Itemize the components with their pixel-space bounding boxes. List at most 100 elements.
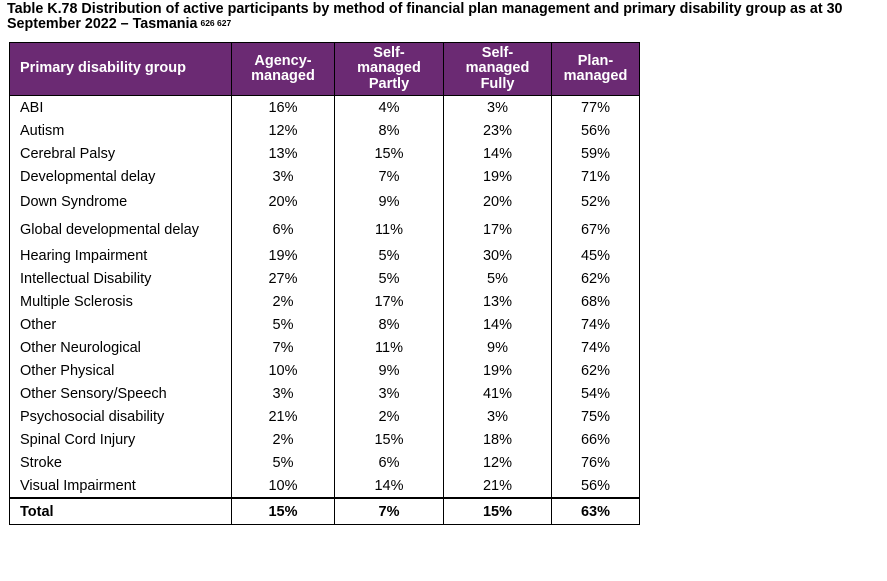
- disability-plan-management-table: Primary disability group Agency-managed …: [9, 42, 640, 525]
- row-label: Multiple Sclerosis: [9, 290, 232, 313]
- table-cell: 3%: [334, 382, 444, 405]
- table-cell: 68%: [551, 290, 640, 313]
- table-cell: 54%: [551, 382, 640, 405]
- row-label: Developmental delay: [9, 165, 232, 188]
- row-label: Other: [9, 313, 232, 336]
- total-row: Total 15% 7% 15% 63%: [9, 497, 640, 525]
- table-cell: 56%: [551, 119, 640, 142]
- header-agency-managed: Agency-managed: [231, 42, 335, 96]
- row-label: Hearing Impairment: [9, 244, 232, 267]
- table-cell: 11%: [334, 216, 444, 244]
- header-label: Self-managed Fully: [465, 44, 530, 92]
- table-cell: 16%: [231, 95, 335, 119]
- table-cell: 5%: [231, 451, 335, 474]
- table-row: Other Physical 10% 9% 19% 62%: [9, 359, 640, 382]
- row-label: Spinal Cord Injury: [9, 428, 232, 451]
- table-cell: 15%: [334, 142, 444, 165]
- table-cell: 3%: [231, 382, 335, 405]
- table-cell: 15%: [443, 497, 552, 525]
- table-row: Other 5% 8% 14% 74%: [9, 313, 640, 336]
- row-label: Stroke: [9, 451, 232, 474]
- row-label: Other Neurological: [9, 336, 232, 359]
- table-row: Hearing Impairment 19% 5% 30% 45%: [9, 244, 640, 267]
- table-cell: 2%: [231, 428, 335, 451]
- table-cell: 5%: [443, 267, 552, 290]
- table-row: Developmental delay 3% 7% 19% 71%: [9, 165, 640, 188]
- table-cell: 21%: [443, 474, 552, 499]
- table-cell: 3%: [443, 405, 552, 428]
- table-row: ABI 16% 4% 3% 77%: [9, 95, 640, 119]
- table-cell: 71%: [551, 165, 640, 188]
- row-label: ABI: [9, 95, 232, 119]
- table-cell: 62%: [551, 267, 640, 290]
- caption-footnotes: 626 627: [200, 17, 232, 28]
- header-self-managed-fully: Self-managed Fully: [443, 42, 552, 96]
- table-row: Cerebral Palsy 13% 15% 14% 59%: [9, 142, 640, 165]
- table-cell: 9%: [443, 336, 552, 359]
- table-cell: 27%: [231, 267, 335, 290]
- table-caption: Table K.78 Distribution of active partic…: [7, 2, 882, 31]
- table-row: Visual Impairment 10% 14% 21% 56%: [9, 474, 640, 499]
- table-cell: 76%: [551, 451, 640, 474]
- row-label: Down Syndrome: [9, 188, 232, 216]
- table-cell: 7%: [231, 336, 335, 359]
- row-label: Total: [9, 497, 232, 525]
- table-cell: 19%: [443, 165, 552, 188]
- table-row: Autism 12% 8% 23% 56%: [9, 119, 640, 142]
- table-cell: 9%: [334, 188, 444, 216]
- row-label: Other Physical: [9, 359, 232, 382]
- table-row: Psychosocial disability 21% 2% 3% 75%: [9, 405, 640, 428]
- header-plan-managed: Plan-managed: [551, 42, 640, 96]
- table-cell: 56%: [551, 474, 640, 499]
- table-cell: 18%: [443, 428, 552, 451]
- table-cell: 8%: [334, 119, 444, 142]
- row-label: Psychosocial disability: [9, 405, 232, 428]
- table-cell: 5%: [334, 267, 444, 290]
- table-cell: 3%: [231, 165, 335, 188]
- row-label: Global developmental delay: [9, 216, 232, 244]
- row-label: Cerebral Palsy: [9, 142, 232, 165]
- table-cell: 12%: [443, 451, 552, 474]
- table-row: Stroke 5% 6% 12% 76%: [9, 451, 640, 474]
- table-cell: 12%: [231, 119, 335, 142]
- table-row: Other Sensory/Speech 3% 3% 41% 54%: [9, 382, 640, 405]
- table-body: ABI 16% 4% 3% 77% Autism 12% 8% 23% 56% Cerebral P…: [9, 95, 640, 525]
- table-row: Multiple Sclerosis 2% 17% 13% 68%: [9, 290, 640, 313]
- table-cell: 30%: [443, 244, 552, 267]
- header-row: Primary disability group Agency-managed …: [9, 42, 640, 96]
- table-cell: 14%: [443, 142, 552, 165]
- table-cell: 19%: [231, 244, 335, 267]
- table-cell: 14%: [334, 474, 444, 499]
- table-cell: 4%: [334, 95, 444, 119]
- table-cell: 74%: [551, 313, 640, 336]
- table-cell: 41%: [443, 382, 552, 405]
- table-cell: 6%: [334, 451, 444, 474]
- header-primary-disability-group: Primary disability group: [9, 42, 232, 96]
- table-row: Down Syndrome 20% 9% 20% 52%: [9, 188, 640, 216]
- table-cell: 52%: [551, 188, 640, 216]
- table-cell: 20%: [443, 188, 552, 216]
- table-cell: 17%: [334, 290, 444, 313]
- table-cell: 13%: [443, 290, 552, 313]
- table-cell: 45%: [551, 244, 640, 267]
- table-cell: 20%: [231, 188, 335, 216]
- header-label: Agency-managed: [251, 52, 315, 84]
- row-label: Other Sensory/Speech: [9, 382, 232, 405]
- table-cell: 15%: [334, 428, 444, 451]
- table-row: Other Neurological 7% 11% 9% 74%: [9, 336, 640, 359]
- table-cell: 59%: [551, 142, 640, 165]
- table-cell: 10%: [231, 474, 335, 499]
- table-cell: 7%: [334, 497, 444, 525]
- header-label: Self-managed Partly: [357, 44, 421, 92]
- table-row: Global developmental delay 6% 11% 17% 67%: [9, 216, 640, 244]
- table-cell: 6%: [231, 216, 335, 244]
- table-cell: 67%: [551, 216, 640, 244]
- header-label: Plan-managed: [563, 52, 628, 84]
- table-cell: 2%: [334, 405, 444, 428]
- table-cell: 66%: [551, 428, 640, 451]
- header-self-managed-partly: Self-managed Partly: [334, 42, 444, 96]
- table-cell: 11%: [334, 336, 444, 359]
- table-cell: 19%: [443, 359, 552, 382]
- table-cell: 63%: [551, 497, 640, 525]
- table-cell: 3%: [443, 95, 552, 119]
